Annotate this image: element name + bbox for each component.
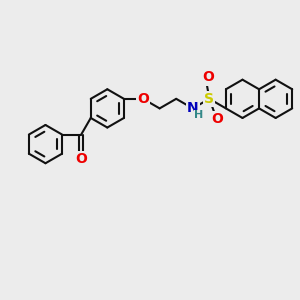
Text: N: N	[187, 101, 199, 116]
Text: O: O	[202, 70, 214, 85]
Text: O: O	[137, 92, 149, 106]
Text: H: H	[194, 110, 203, 120]
Text: O: O	[75, 152, 87, 166]
Text: O: O	[211, 112, 223, 127]
Text: S: S	[204, 92, 214, 106]
